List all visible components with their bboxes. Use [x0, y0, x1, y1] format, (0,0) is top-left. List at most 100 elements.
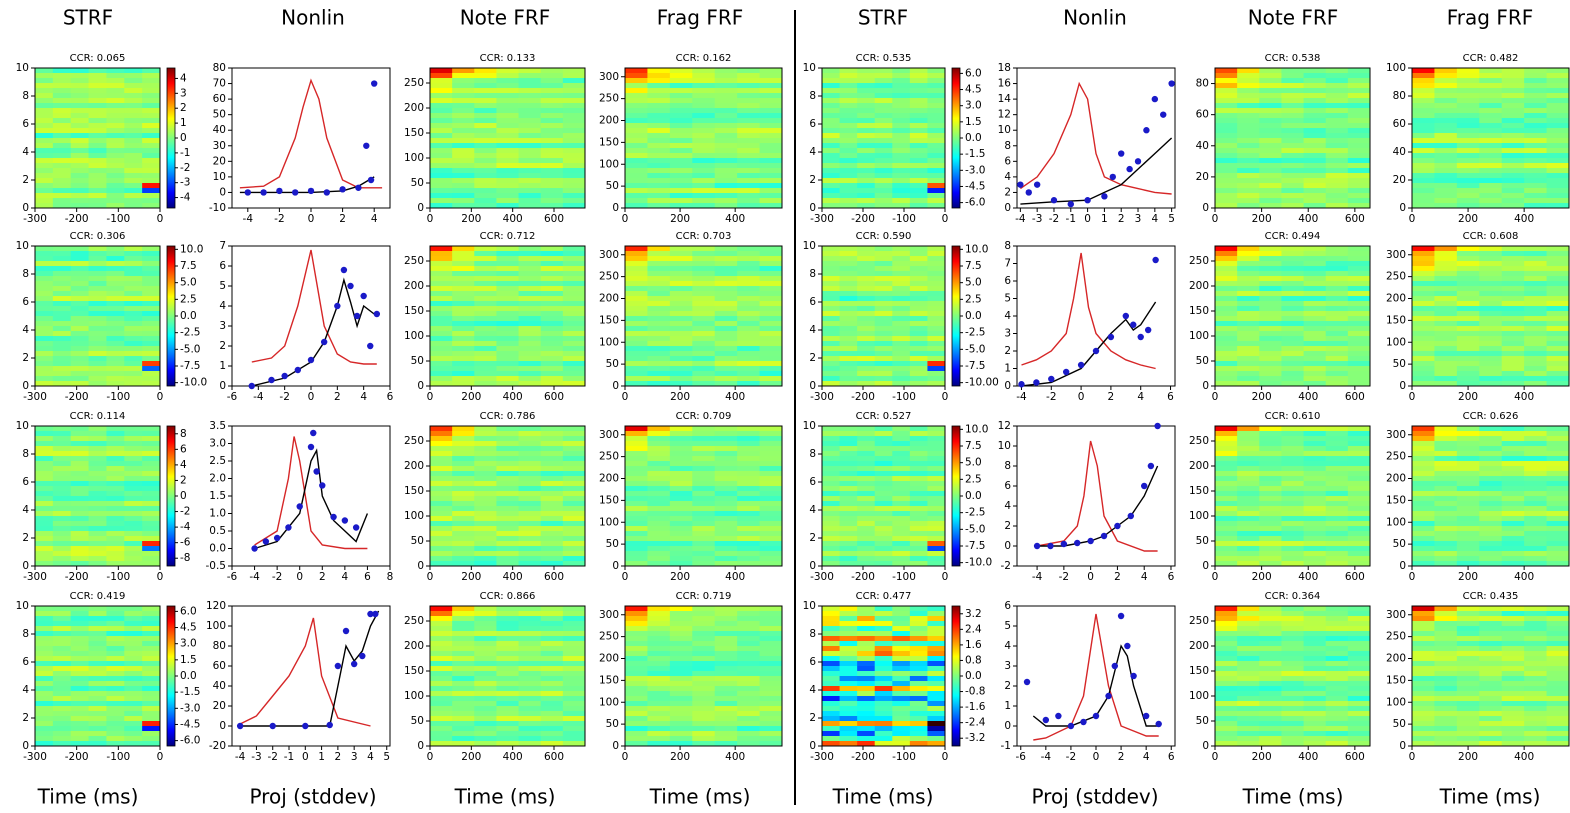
heatmap-texture [1479, 133, 1502, 139]
heatmap-texture [760, 556, 783, 562]
heatmap-texture [142, 686, 160, 692]
y-tick-label: 3.0 [209, 438, 226, 450]
heatmap-texture [875, 163, 893, 169]
heatmap-texture [496, 143, 519, 149]
heatmap-texture [1502, 431, 1525, 437]
heatmap-texture [71, 721, 89, 727]
heatmap-texture [927, 516, 945, 522]
heatmap-texture [1434, 501, 1457, 507]
heatmap-texture [875, 128, 893, 134]
heatmap-texture [106, 376, 124, 382]
heatmap-texture [35, 486, 53, 492]
heatmap-texture [1479, 163, 1502, 169]
heatmap-texture [53, 516, 71, 522]
heatmap-texture [840, 281, 858, 287]
heatmap-texture [541, 341, 564, 347]
heatmap-texture [124, 606, 142, 612]
heatmap-texture [53, 346, 71, 352]
heatmap-texture [760, 651, 783, 657]
y-tick-label: 1.5 [209, 490, 226, 502]
heatmap-texture [1281, 93, 1304, 99]
heatmap-texture [760, 731, 783, 737]
heatmap-texture [875, 366, 893, 372]
heatmap-texture [106, 426, 124, 432]
heatmap-texture [892, 286, 910, 292]
heatmap-texture [892, 431, 910, 437]
heatmap-texture [496, 351, 519, 357]
heatmap-texture [1281, 481, 1304, 487]
heatmap-texture [840, 78, 858, 84]
heatmap-texture [1281, 341, 1304, 347]
heatmap-texture [71, 266, 89, 272]
heatmap-texture [857, 163, 875, 169]
heatmap-texture [927, 466, 945, 472]
heatmap-texture [474, 606, 497, 612]
heatmap-texture [647, 726, 670, 732]
heatmap-texture [625, 153, 648, 159]
heatmap-texture [124, 546, 142, 552]
heatmap-texture [106, 163, 124, 169]
heatmap-texture [1457, 118, 1480, 124]
heatmap-texture [1237, 371, 1260, 377]
heatmap-texture [1479, 376, 1502, 382]
heatmap-texture [452, 471, 475, 477]
heatmap-texture [496, 736, 519, 742]
heatmap-texture [71, 163, 89, 169]
heatmap-texture [1348, 306, 1371, 312]
heatmap-texture [474, 143, 497, 149]
heatmap-texture [875, 188, 893, 194]
colorbar-tick-label: -1 [180, 147, 190, 159]
heatmap-texture [142, 183, 160, 189]
heatmap-texture [1524, 271, 1547, 277]
heatmap-texture [875, 466, 893, 472]
panel-title: CCR: 0.590 [856, 231, 912, 242]
heatmap-texture [737, 546, 760, 552]
heatmap-texture [541, 706, 564, 712]
heatmap-texture [563, 531, 586, 537]
heatmap-texture [71, 251, 89, 257]
heatmap-texture [71, 366, 89, 372]
y-tick-label: 0 [612, 740, 619, 752]
heatmap-texture [53, 311, 71, 317]
heatmap-texture [563, 631, 586, 637]
heatmap-texture [53, 656, 71, 662]
heatmap-texture [1412, 246, 1435, 252]
heatmap-texture [106, 631, 124, 637]
heatmap-texture [563, 103, 586, 109]
heatmap-texture [1281, 143, 1304, 149]
heatmap-texture [1237, 346, 1260, 352]
heatmap-texture [1547, 128, 1570, 134]
panel-title: CCR: 0.065 [70, 53, 126, 64]
y-tick-label: 0 [219, 380, 226, 392]
heatmap-texture [124, 296, 142, 302]
heatmap-texture [692, 621, 715, 627]
heatmap-texture [670, 331, 693, 337]
heatmap-texture [1457, 426, 1480, 432]
y-tick-label: 0 [1202, 202, 1209, 214]
heatmap-texture [541, 506, 564, 512]
heatmap-texture [430, 271, 453, 277]
heatmap-texture [892, 496, 910, 502]
heatmap-texture [1524, 286, 1547, 292]
heatmap-texture [106, 371, 124, 377]
heatmap-texture [1259, 536, 1282, 542]
heatmap-texture [1502, 306, 1525, 312]
heatmap-texture [1326, 371, 1349, 377]
heatmap-texture [670, 173, 693, 179]
heatmap-texture [1304, 256, 1327, 262]
heatmap-texture [1281, 326, 1304, 332]
heatmap-texture [142, 163, 160, 169]
heatmap-texture [496, 123, 519, 129]
heatmap-texture [142, 501, 160, 507]
heatmap-texture [670, 676, 693, 682]
heatmap-texture [35, 556, 53, 562]
heatmap-texture [142, 316, 160, 322]
heatmap-texture [124, 98, 142, 104]
heatmap-texture [1412, 461, 1435, 467]
heatmap-texture [670, 311, 693, 317]
heatmap-texture [1412, 188, 1435, 194]
heatmap-texture [1434, 356, 1457, 362]
heatmap-texture [857, 501, 875, 507]
heatmap-texture [1348, 536, 1371, 542]
heatmap-texture [1434, 256, 1457, 262]
